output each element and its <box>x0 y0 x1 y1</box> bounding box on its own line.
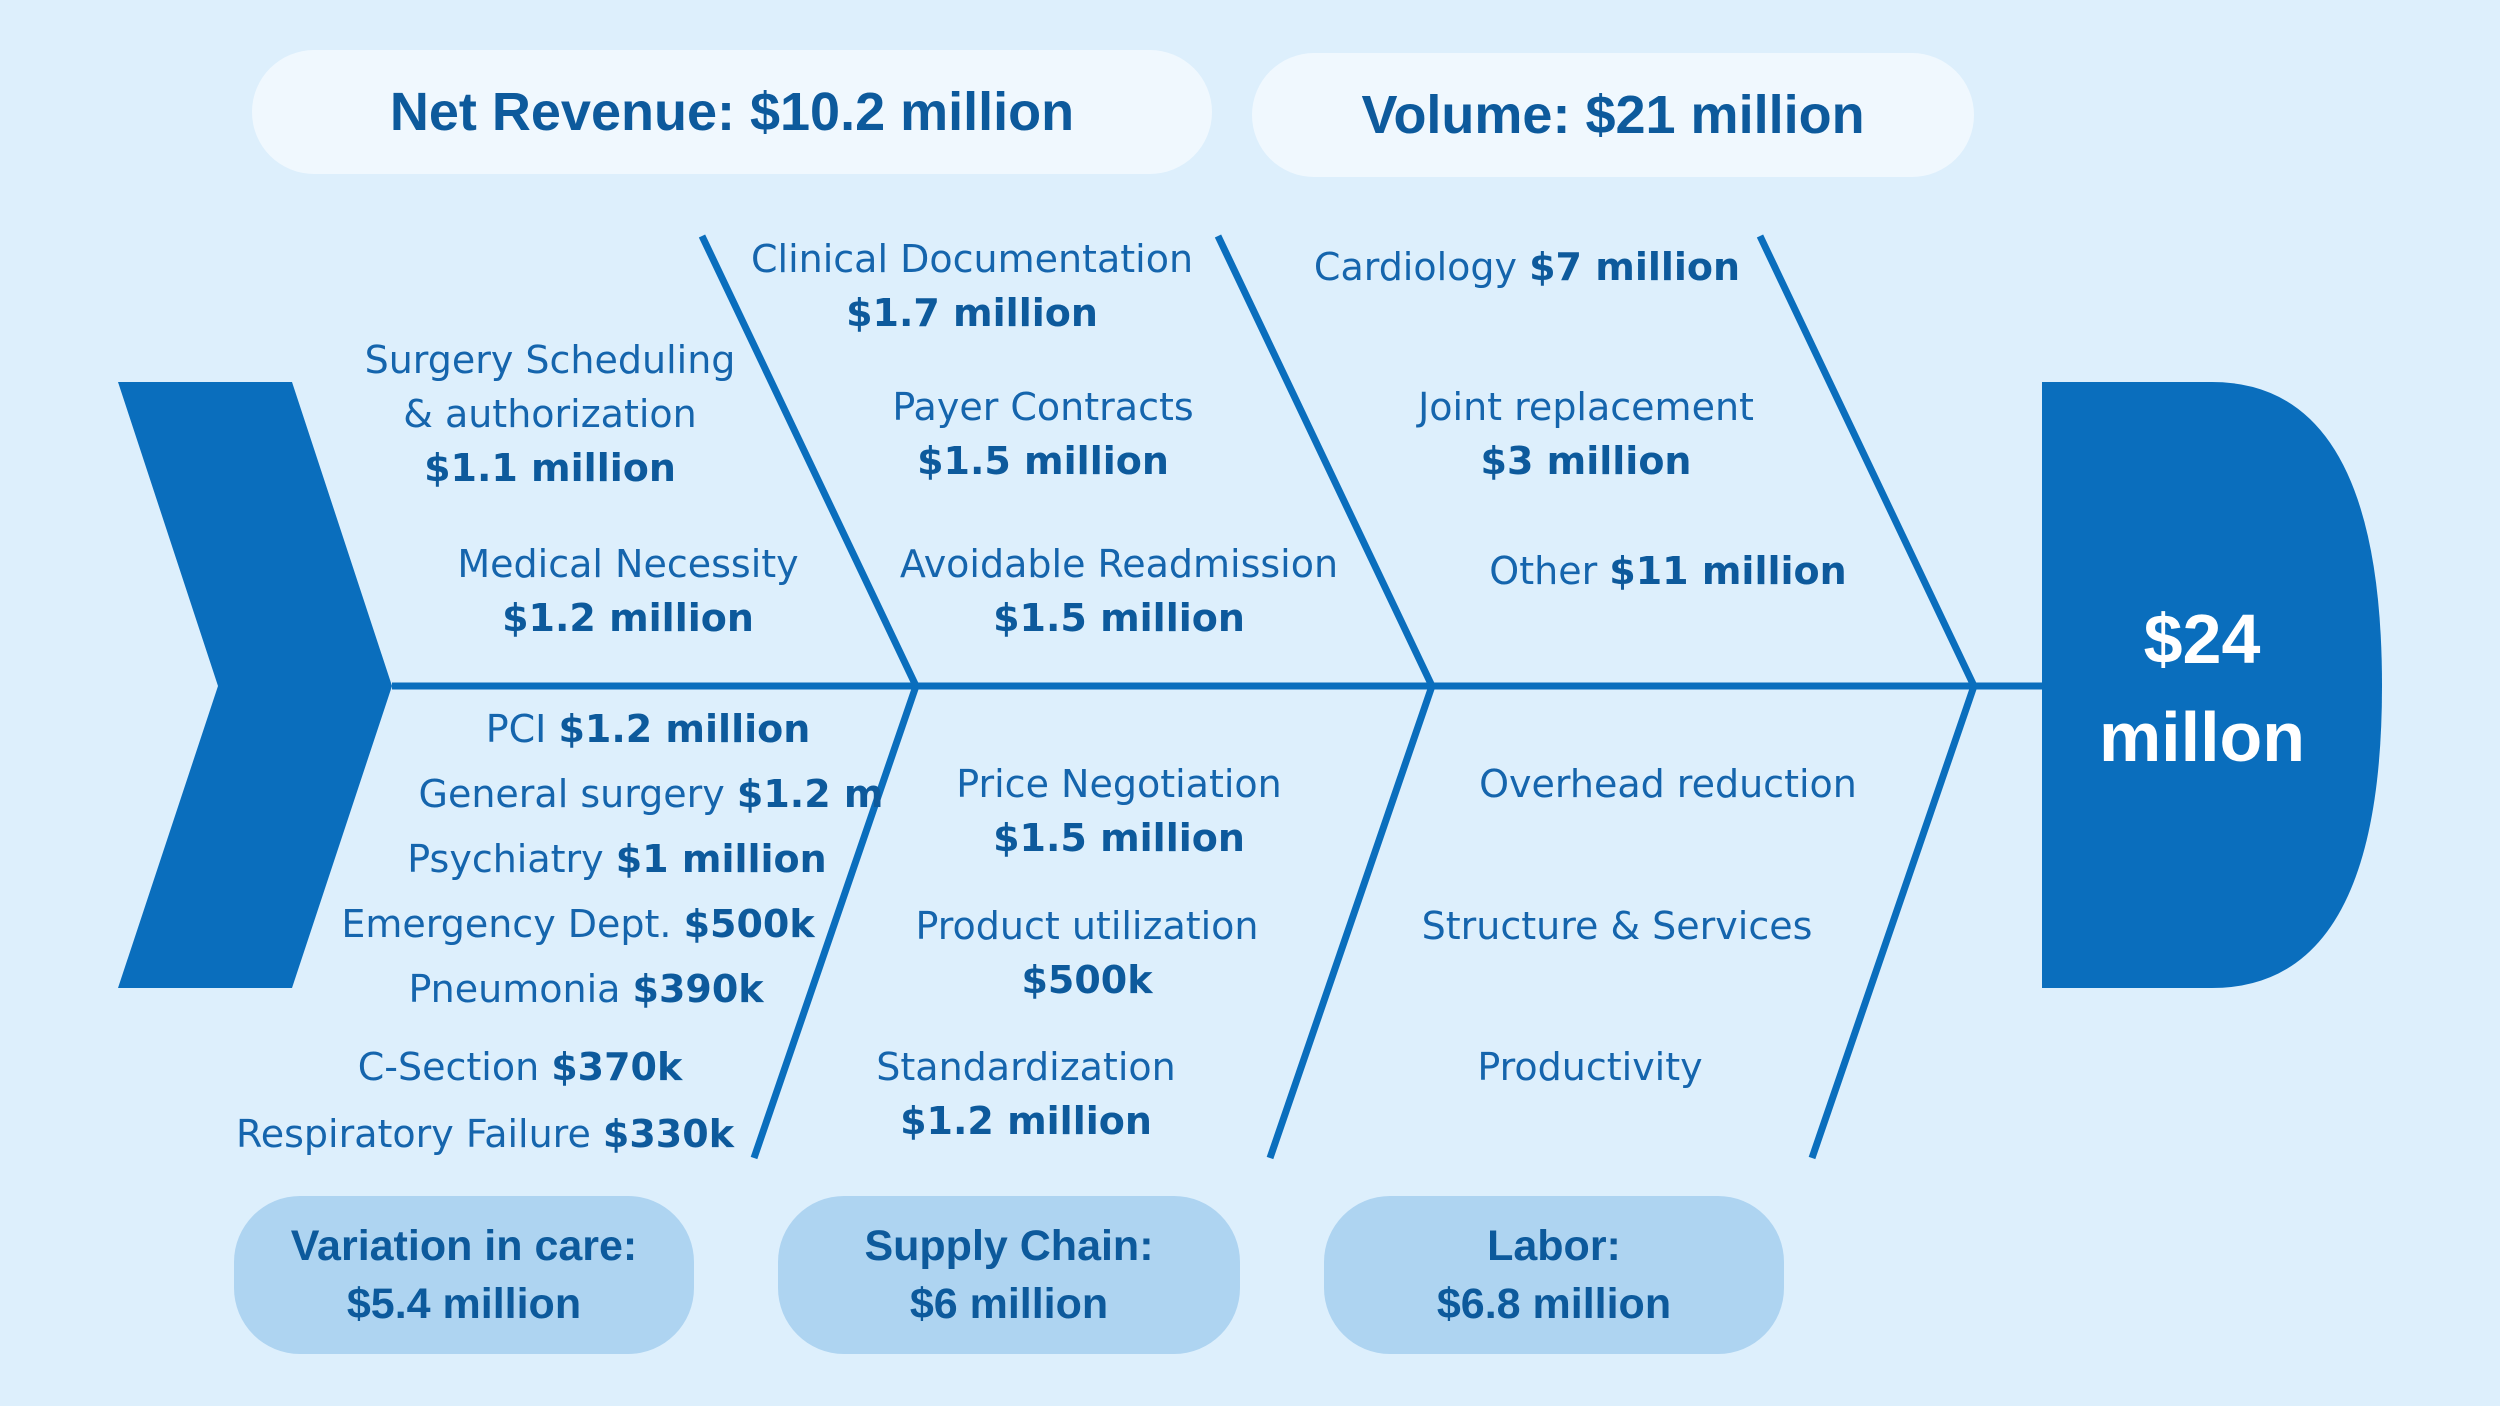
variation-pill: Variation in care: $5.4 million <box>234 1196 694 1354</box>
supply-chain-amount: $6 million <box>909 1280 1109 1328</box>
bone-labor <box>1808 684 1978 1160</box>
head-total: $24 millon <box>2042 590 2362 786</box>
cause-clinical-documentation: Clinical Documentation $1.7 million <box>751 232 1193 340</box>
cause-amount: $1.2 million <box>900 1099 1152 1143</box>
cause-amount: $1.5 million <box>993 596 1245 640</box>
cause-standardization: Standardization $1.2 million <box>876 1040 1175 1148</box>
cause-label: Other <box>1489 549 1610 593</box>
volume-label: Volume: $21 million <box>1361 85 1865 145</box>
bone-variation <box>750 684 920 1160</box>
cause-avoidable-readmission: Avoidable Readmission $1.5 million <box>900 537 1338 645</box>
cause-amount: $390k <box>632 967 764 1011</box>
cause-structure-services: Structure & Services <box>1422 899 1813 953</box>
bone-supply <box>1266 684 1436 1160</box>
cause-label: Cardiology <box>1313 245 1530 289</box>
cause-amount: $370k <box>551 1045 683 1089</box>
cause-label: Medical Necessity <box>457 542 799 586</box>
cause-label: Overhead reduction <box>1479 762 1857 806</box>
cause-overhead-reduction: Overhead reduction <box>1479 757 1857 811</box>
supply-chain-pill: Supply Chain: $6 million <box>778 1196 1240 1354</box>
bone-volume-left <box>1214 234 1436 688</box>
cause-label: Surgery Scheduling <box>364 338 736 382</box>
cause-amount: $7 million <box>1529 245 1741 289</box>
cause-label: Joint replacement <box>1418 385 1754 429</box>
volume-pill: Volume: $21 million <box>1252 53 1974 177</box>
tail-chevron <box>118 382 392 988</box>
cause-label: Payer Contracts <box>892 385 1194 429</box>
cause-label: Avoidable Readmission <box>899 542 1339 586</box>
cause-emergency-dept: Emergency Dept. $500k <box>341 897 814 951</box>
labor-amount: $6.8 million <box>1436 1280 1672 1328</box>
cause-label: Respiratory Failure <box>236 1112 603 1156</box>
cause-amount: $500k <box>683 902 815 946</box>
variation-label: Variation in care: <box>290 1222 638 1270</box>
cause-amount: $500k <box>1021 958 1153 1002</box>
cause-amount: $11 million <box>1609 549 1847 593</box>
cause-label: Standardization <box>876 1045 1176 1089</box>
cause-label: Product utilization <box>915 904 1259 948</box>
cause-label: Psychiatry <box>407 837 616 881</box>
cause-joint-replacement: Joint replacement $3 million <box>1418 380 1754 488</box>
bone-net-revenue <box>698 234 920 688</box>
cause-label: Productivity <box>1477 1045 1703 1089</box>
cause-amount: $3 million <box>1480 439 1692 483</box>
labor-pill: Labor: $6.8 million <box>1324 1196 1784 1354</box>
variation-amount: $5.4 million <box>346 1280 582 1328</box>
cause-amount: $1.2 m <box>736 772 884 816</box>
supply-chain-label: Supply Chain: <box>864 1222 1154 1270</box>
cause-label: C-Section <box>357 1045 552 1089</box>
cause-amount: $1.1 million <box>424 446 676 490</box>
cause-payer-contracts: Payer Contracts $1.5 million <box>892 380 1193 488</box>
head-total-line2: millon <box>2098 698 2306 776</box>
cause-medical-necessity: Medical Necessity $1.2 million <box>457 537 798 645</box>
cause-respiratory-failure: Respiratory Failure $330k <box>236 1107 734 1161</box>
cause-general-surgery: General surgery $1.2 m <box>419 767 884 821</box>
cause-label: Emergency Dept. <box>341 902 684 946</box>
head-shape <box>2042 382 2382 988</box>
net-revenue-pill: Net Revenue: $10.2 million <box>252 50 1212 174</box>
cause-cardiology: Cardiology $7 million <box>1314 240 1740 294</box>
cause-surgery-scheduling: Surgery Scheduling & authorization $1.1 … <box>365 333 736 495</box>
cause-label: PCI <box>485 707 559 751</box>
cause-amount: $1.5 million <box>917 439 1169 483</box>
head-total-line1: $24 <box>2143 600 2261 678</box>
cause-pci: PCI $1.2 million <box>486 702 811 756</box>
cause-productivity: Productivity <box>1477 1040 1702 1094</box>
labor-label: Labor: <box>1487 1222 1621 1270</box>
cause-label: & authorization <box>403 392 697 436</box>
cause-label: Clinical Documentation <box>750 237 1194 281</box>
cause-product-utilization: Product utilization $500k <box>915 899 1258 1007</box>
cause-amount: $1.5 million <box>993 816 1245 860</box>
cause-other: Other $11 million <box>1489 544 1846 598</box>
cause-amount: $1.2 million <box>502 596 754 640</box>
cause-amount: $1.2 million <box>558 707 811 751</box>
bone-volume-right <box>1756 234 1978 688</box>
cause-label: Structure & Services <box>1421 904 1813 948</box>
cause-label: General surgery <box>418 772 737 816</box>
cause-price-negotiation: Price Negotiation $1.5 million <box>956 757 1282 865</box>
cause-label: Pneumonia <box>408 967 633 1011</box>
net-revenue-label: Net Revenue: $10.2 million <box>389 82 1075 142</box>
cause-amount: $330k <box>602 1112 734 1156</box>
cause-c-section: C-Section $370k <box>358 1040 683 1094</box>
cause-label: Price Negotiation <box>956 762 1282 806</box>
cause-amount: $1 million <box>615 837 827 881</box>
cause-psychiatry: Psychiatry $1 million <box>407 832 826 886</box>
cause-pneumonia: Pneumonia $390k <box>408 962 763 1016</box>
cause-amount: $1.7 million <box>846 291 1098 335</box>
